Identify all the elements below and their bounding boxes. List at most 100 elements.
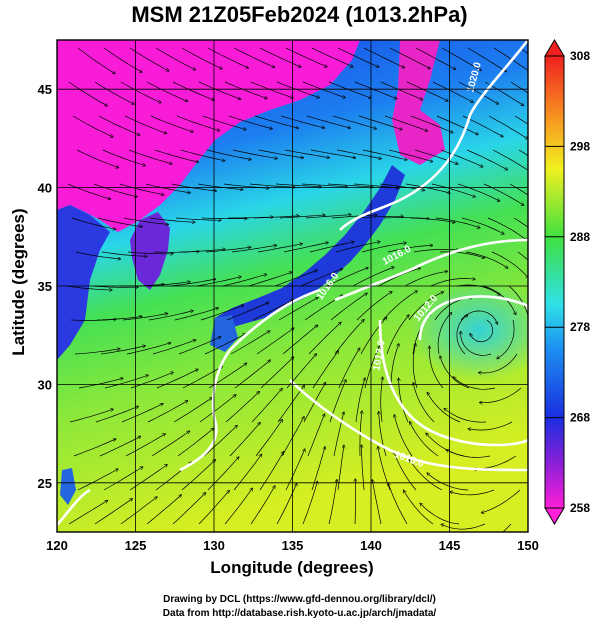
streamline <box>335 242 380 253</box>
streamline <box>129 465 167 491</box>
streamline <box>250 81 293 98</box>
streamline <box>130 372 173 389</box>
streamline <box>354 81 397 99</box>
streamline <box>519 47 528 54</box>
credit-drawing: Drawing by DCL (https://www.gfd-dennou.o… <box>163 594 436 605</box>
streamline <box>404 490 434 525</box>
streamline <box>394 451 417 491</box>
y-tick-label: 35 <box>38 279 52 294</box>
streamline <box>95 406 138 423</box>
streamline <box>439 251 484 258</box>
streamline <box>380 81 422 100</box>
streamline <box>437 313 451 355</box>
streamline <box>76 149 118 168</box>
streamline <box>144 282 190 287</box>
streamline <box>276 484 297 525</box>
streamline <box>175 217 221 220</box>
streamline <box>412 344 418 389</box>
streamline <box>379 412 387 457</box>
x-tick-label: 135 <box>282 538 304 553</box>
streamline <box>332 115 376 129</box>
isobar-west <box>179 288 321 472</box>
streamline <box>225 392 259 423</box>
streamline <box>302 81 345 98</box>
streamline <box>357 216 403 219</box>
streamline <box>330 293 367 321</box>
streamline <box>99 436 141 457</box>
streamline <box>413 249 459 253</box>
streamline <box>249 183 295 187</box>
streamline <box>331 215 377 219</box>
streamline <box>198 81 241 99</box>
x-axis: 120 125 130 135 140 145 150 <box>46 538 539 553</box>
streamline <box>337 47 379 67</box>
isobar-1016-south <box>289 379 528 472</box>
streamline <box>201 218 247 219</box>
streamline <box>378 268 420 287</box>
streamline <box>120 497 157 525</box>
x-tick-label: 140 <box>360 538 382 553</box>
streamline <box>441 47 481 71</box>
streamline <box>326 268 368 287</box>
streamline <box>97 217 142 227</box>
streamline <box>204 334 245 355</box>
streamline <box>456 315 468 355</box>
streamline <box>176 115 220 131</box>
streamline <box>232 149 277 159</box>
streamline <box>420 503 460 525</box>
streamline <box>67 183 110 199</box>
streamline <box>333 412 344 457</box>
streamline <box>361 243 406 253</box>
streamline <box>122 314 168 321</box>
streamline <box>207 457 239 491</box>
streamline <box>514 115 528 125</box>
streamline <box>152 340 196 355</box>
isobar-sw <box>57 488 91 526</box>
streamline <box>310 149 355 158</box>
streamline <box>441 524 486 530</box>
streamline <box>119 183 164 195</box>
streamline <box>199 395 236 423</box>
streamline <box>307 414 325 457</box>
streamline <box>68 81 107 106</box>
colorbar-tick-label: 278 <box>570 320 590 334</box>
streamline <box>222 274 267 287</box>
streamline <box>327 183 373 187</box>
credit-data: Data from http://database.rish.kyoto-u.a… <box>162 608 437 619</box>
streamline <box>386 315 409 355</box>
streamline <box>280 115 324 128</box>
streamline <box>513 217 528 228</box>
streamline <box>301 183 347 187</box>
streamline <box>283 243 328 253</box>
streamline <box>282 325 318 355</box>
x-tick-label: 130 <box>203 538 225 553</box>
streamline <box>277 386 304 423</box>
streamline <box>104 375 148 389</box>
streamline <box>147 401 188 423</box>
streamline <box>68 501 107 525</box>
streamline <box>100 346 145 355</box>
streamline <box>260 357 294 389</box>
streamline <box>480 387 522 403</box>
streamline <box>444 409 487 423</box>
streamline <box>73 439 116 457</box>
streamline <box>180 149 225 161</box>
streamline <box>125 434 165 457</box>
streamline <box>360 317 387 355</box>
y-tick-label: 30 <box>38 377 52 392</box>
streamline <box>415 47 456 69</box>
streamline <box>126 343 171 355</box>
colorbar-tick-label: 288 <box>570 230 590 244</box>
streamline <box>336 149 381 159</box>
streamline <box>170 279 216 287</box>
taiwan <box>60 468 76 505</box>
streamline <box>482 489 521 513</box>
streamline <box>432 81 473 102</box>
streamline <box>281 417 304 457</box>
streamline <box>518 149 528 157</box>
streamline <box>389 47 430 69</box>
streamline <box>446 450 491 458</box>
streamline <box>413 383 435 423</box>
streamline <box>355 378 365 423</box>
streamline <box>128 149 172 164</box>
